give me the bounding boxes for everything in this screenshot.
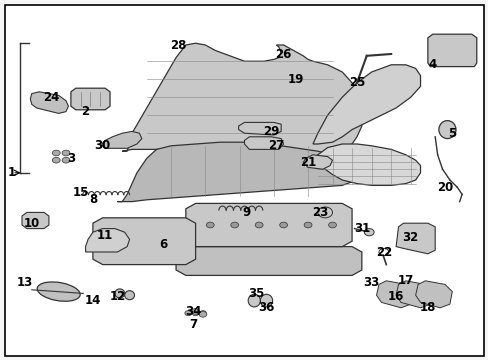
Text: 12: 12 <box>109 291 125 303</box>
Polygon shape <box>395 223 434 254</box>
Polygon shape <box>102 131 142 148</box>
Text: 8: 8 <box>89 193 97 206</box>
Text: 17: 17 <box>397 274 413 287</box>
Circle shape <box>206 222 214 228</box>
Polygon shape <box>93 218 195 265</box>
Text: 4: 4 <box>428 58 436 71</box>
Circle shape <box>184 311 191 316</box>
Text: 26: 26 <box>275 48 291 60</box>
Polygon shape <box>176 247 361 275</box>
Polygon shape <box>238 122 281 135</box>
Text: 3: 3 <box>67 152 75 165</box>
Circle shape <box>255 222 263 228</box>
Polygon shape <box>22 212 49 229</box>
Text: 10: 10 <box>23 217 40 230</box>
Circle shape <box>199 311 206 317</box>
Ellipse shape <box>124 291 134 300</box>
Polygon shape <box>117 142 356 202</box>
Circle shape <box>52 157 60 163</box>
Ellipse shape <box>260 294 272 307</box>
Text: 27: 27 <box>267 139 284 152</box>
Polygon shape <box>71 88 110 110</box>
Polygon shape <box>85 229 129 252</box>
Circle shape <box>191 309 199 314</box>
Polygon shape <box>427 34 476 67</box>
Polygon shape <box>30 92 68 113</box>
Polygon shape <box>415 281 451 308</box>
Text: 28: 28 <box>170 39 186 51</box>
Circle shape <box>328 222 336 228</box>
Text: 9: 9 <box>243 206 250 219</box>
Text: 15: 15 <box>72 186 89 199</box>
Circle shape <box>230 222 238 228</box>
Text: 21: 21 <box>299 156 316 168</box>
Polygon shape <box>244 137 283 149</box>
Circle shape <box>62 157 70 163</box>
Text: 24: 24 <box>43 91 60 104</box>
Text: 2: 2 <box>81 105 89 118</box>
Text: 16: 16 <box>387 291 404 303</box>
Text: 6: 6 <box>160 238 167 251</box>
Text: 5: 5 <box>447 127 455 140</box>
Text: 13: 13 <box>16 276 33 289</box>
Circle shape <box>62 150 70 156</box>
Text: 23: 23 <box>311 206 328 219</box>
Polygon shape <box>312 65 420 144</box>
Text: 36: 36 <box>258 301 274 314</box>
Polygon shape <box>395 281 432 308</box>
Circle shape <box>199 311 206 316</box>
Text: 34: 34 <box>184 305 201 318</box>
Text: 11: 11 <box>97 229 113 242</box>
Text: 25: 25 <box>348 76 365 89</box>
Text: 31: 31 <box>353 222 369 235</box>
Circle shape <box>304 222 311 228</box>
Ellipse shape <box>247 294 260 307</box>
Ellipse shape <box>37 282 80 301</box>
Circle shape <box>52 150 60 156</box>
Circle shape <box>317 207 332 218</box>
Circle shape <box>192 311 199 316</box>
Text: 33: 33 <box>363 276 379 289</box>
Circle shape <box>378 248 388 256</box>
Ellipse shape <box>438 121 455 139</box>
Polygon shape <box>307 144 420 185</box>
Circle shape <box>364 229 373 236</box>
Text: 1: 1 <box>8 166 16 179</box>
Text: 14: 14 <box>84 294 101 307</box>
Text: 35: 35 <box>248 287 264 300</box>
Ellipse shape <box>115 289 124 298</box>
Polygon shape <box>122 43 361 155</box>
Text: 22: 22 <box>375 246 391 258</box>
Text: 29: 29 <box>263 125 279 138</box>
Circle shape <box>279 222 287 228</box>
Text: 18: 18 <box>419 301 435 314</box>
Text: 30: 30 <box>94 139 111 152</box>
Text: 20: 20 <box>436 181 452 194</box>
Polygon shape <box>303 155 332 169</box>
Polygon shape <box>376 281 412 308</box>
Text: 19: 19 <box>287 73 304 86</box>
Text: 32: 32 <box>402 231 418 244</box>
Text: 7: 7 <box>189 318 197 330</box>
Polygon shape <box>185 203 351 247</box>
